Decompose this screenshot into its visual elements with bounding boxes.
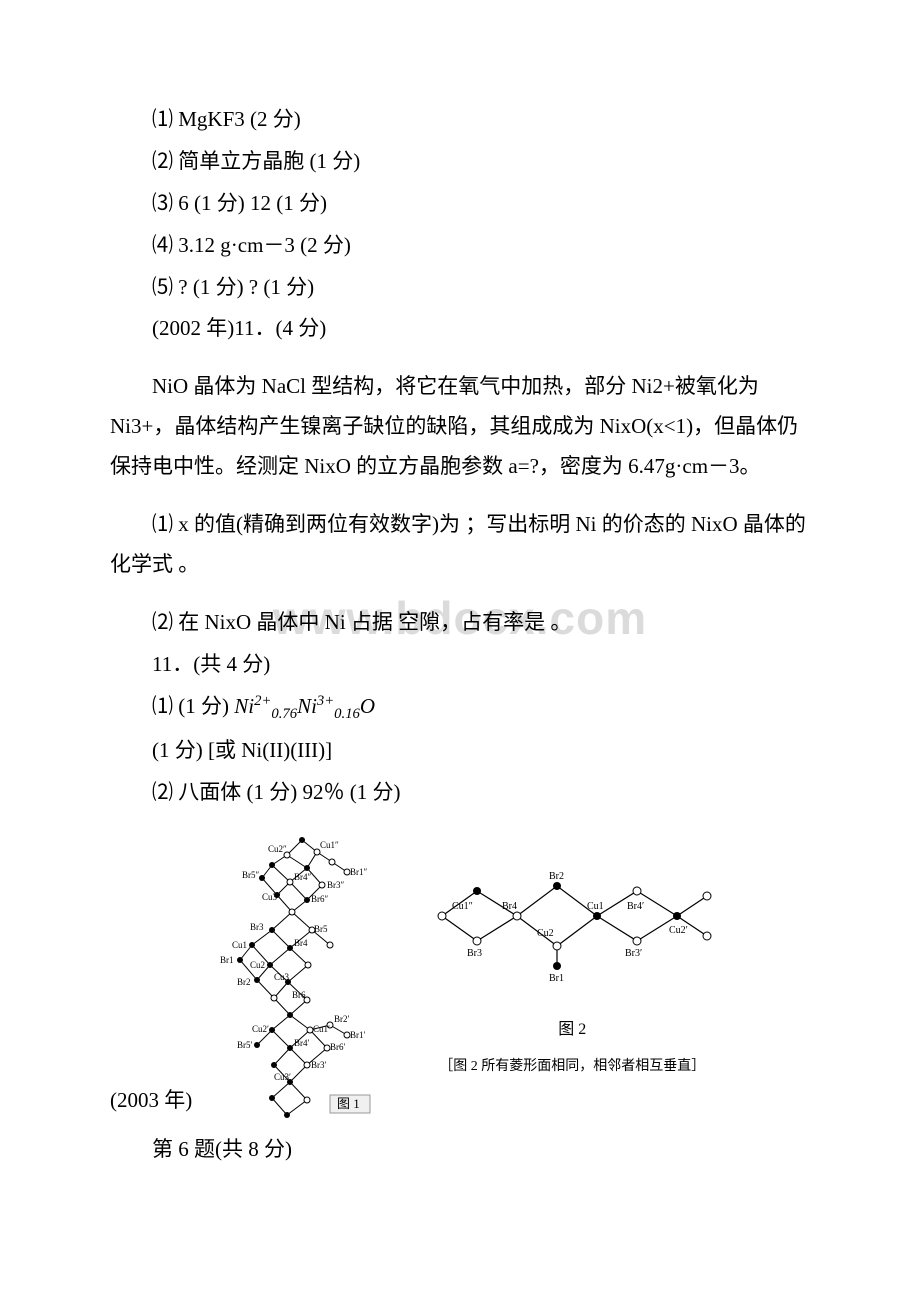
answer-line-5: ⑸ ? (1 分) ? (1 分) [110, 268, 810, 308]
svg-text:Cu1: Cu1 [232, 940, 247, 950]
svg-text:Br5″: Br5″ [242, 870, 260, 880]
a11-line3: ⑵ 八面体 (1 分) 92％ (1 分) [110, 773, 810, 813]
svg-text:Br3: Br3 [467, 948, 482, 959]
svg-text:Br6: Br6 [292, 990, 306, 1000]
q11-2002-para2: ⑴ x 的值(精确到两位有效数字)为 ；写出标明 Ni 的价态的 NixO 晶体… [110, 505, 810, 585]
figure-2-svg: Cu1″ Br4 Br2 Cu1 Br4′ Cu2′ Br3 Cu2 Br1 B… [427, 861, 717, 1011]
svg-text:Br2: Br2 [237, 977, 251, 987]
svg-text:Cu1′: Cu1′ [313, 1024, 330, 1034]
svg-text:Cu2: Cu2 [250, 960, 265, 970]
figure-1-svg: Cu2″ Cu1″ Br1″ Br5″ Br4″ Cu3″ Br6″ Br3″ … [212, 830, 407, 1130]
q6-header: 第 6 题(共 8 分) [110, 1130, 810, 1170]
answer-line-2: ⑵ 简单立方晶胞 (1 分) [110, 142, 810, 182]
svg-text:Cu3: Cu3 [274, 972, 290, 982]
svg-text:Br4′: Br4′ [627, 901, 644, 912]
svg-text:Cu3″: Cu3″ [262, 892, 281, 902]
svg-text:Cu2″: Cu2″ [268, 844, 287, 854]
svg-text:Br4″: Br4″ [294, 872, 312, 882]
figure-2-note: ［图 2 所有菱形面相同，相邻者相互垂直］ [427, 1054, 717, 1081]
a11-line1: ⑴ (1 分) Ni2+0.76Ni3+0.16O [110, 687, 810, 729]
q11-2002-para1: NiO 晶体为 NaCl 型结构，将它在氧气中加热，部分 Ni2+被氧化为 Ni… [110, 367, 810, 487]
answer-line-3: ⑶ 6 (1 分) 12 (1 分) [110, 184, 810, 224]
svg-text:Br3′: Br3′ [625, 948, 642, 959]
svg-text:Cu2: Cu2 [537, 928, 554, 939]
svg-text:Cu2′: Cu2′ [669, 925, 688, 936]
svg-text:Cu1: Cu1 [587, 901, 604, 912]
figure-1-container: Cu2″ Cu1″ Br1″ Br5″ Br4″ Cu3″ Br6″ Br3″ … [212, 830, 407, 1130]
svg-text:图 1: 图 1 [337, 1096, 360, 1111]
svg-text:Br1: Br1 [220, 955, 234, 965]
answer-line-1: ⑴ MgKF3 (2 分) [110, 100, 810, 140]
svg-text:Br4′: Br4′ [294, 1038, 310, 1048]
svg-text:Br3′: Br3′ [311, 1060, 327, 1070]
svg-text:Br6″: Br6″ [311, 894, 329, 904]
figure-2-container: Cu1″ Br4 Br2 Cu1 Br4′ Cu2′ Br3 Cu2 Br1 B… [427, 861, 717, 1130]
figures-row: (2003 年) [110, 830, 810, 1130]
svg-text:Br5: Br5 [314, 924, 328, 934]
svg-text:Cu1″: Cu1″ [452, 901, 473, 912]
svg-text:Br1′: Br1′ [350, 1030, 366, 1040]
svg-text:Br5′: Br5′ [237, 1040, 253, 1050]
svg-text:Br2: Br2 [549, 871, 564, 882]
q11-2002-header: (2002 年)11．(4 分) [110, 309, 810, 349]
svg-text:Br3″: Br3″ [327, 880, 345, 890]
svg-text:Br3: Br3 [250, 922, 264, 932]
svg-text:Br1″: Br1″ [350, 867, 368, 877]
a11-header: 11．(共 4 分) [110, 645, 810, 685]
svg-text:Br6′: Br6′ [330, 1042, 346, 1052]
svg-text:Br4: Br4 [502, 901, 517, 912]
a11-line2: (1 分) [或 Ni(II)(III)] [110, 731, 810, 771]
svg-text:Br2′: Br2′ [334, 1014, 350, 1024]
figure-2-caption: 图 2 [427, 1015, 717, 1045]
svg-text:Cu1″: Cu1″ [320, 840, 339, 850]
svg-text:Cu3′: Cu3′ [274, 1072, 291, 1082]
answer-line-4: ⑷ 3.12 g·cm－3 (2 分) [110, 226, 810, 266]
document-content: ⑴ MgKF3 (2 分) ⑵ 简单立方晶胞 (1 分) ⑶ 6 (1 分) 1… [110, 100, 810, 1170]
svg-text:Br4: Br4 [294, 938, 308, 948]
year-2003-prefix: (2003 年) [110, 1081, 192, 1131]
a11-line1-prefix: ⑴ (1 分) [152, 694, 234, 718]
svg-text:Cu2′: Cu2′ [252, 1024, 269, 1034]
q11-2002-para3: ⑵ 在 NixO 晶体中 Ni 占据 空隙，占有率是 。 [110, 603, 810, 643]
a11-formula: Ni2+0.76Ni3+0.16O [234, 694, 375, 718]
svg-text:Br1: Br1 [549, 973, 564, 984]
